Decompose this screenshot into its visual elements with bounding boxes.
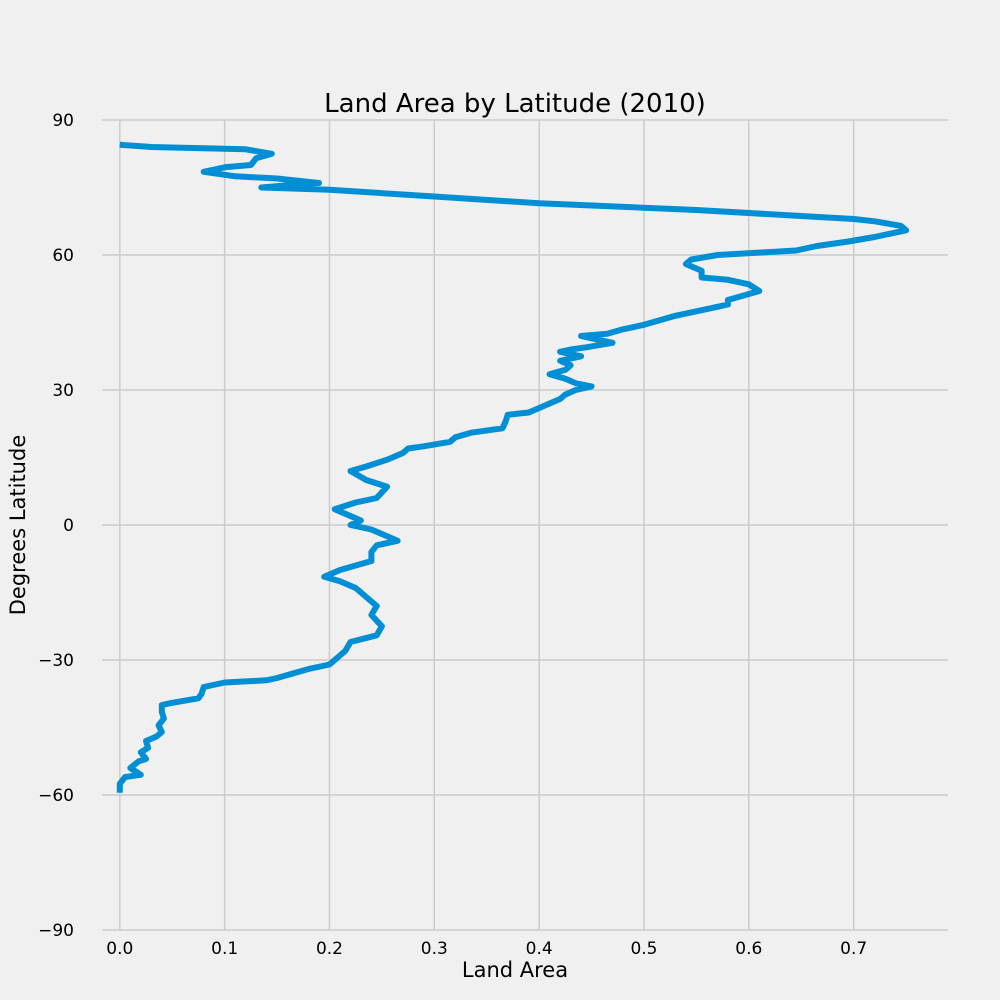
x-tick-label: 0.4 <box>526 939 553 959</box>
grid-layer <box>102 119 948 931</box>
series-layer <box>116 141 910 793</box>
x-tick-label: 0.1 <box>211 939 238 959</box>
x-tick-label: 0.3 <box>421 939 448 959</box>
chart-title: Land Area by Latitude (2010) <box>324 89 706 119</box>
y-tick-label: −90 <box>38 921 74 941</box>
y-tick-label: 90 <box>52 111 74 131</box>
x-tick-label: 0.2 <box>316 939 343 959</box>
x-tick-label: 0.6 <box>735 939 762 959</box>
tick-layer: 0.0 0.1 0.2 0.3 0.4 0.5 0.6 0.7 −90 −60 −30 0 30 60 90 <box>38 111 867 959</box>
x-axis-label: Land Area <box>462 958 568 982</box>
y-tick-label: 0 <box>63 516 74 536</box>
y-tick-label: −60 <box>38 786 74 806</box>
x-tick-label: 0.0 <box>106 939 133 959</box>
series-line <box>116 141 910 793</box>
y-tick-label: 30 <box>52 381 74 401</box>
x-tick-label: 0.5 <box>630 939 657 959</box>
y-tick-label: 60 <box>52 246 74 266</box>
x-tick-label: 0.7 <box>840 939 867 959</box>
y-tick-label: −30 <box>38 651 74 671</box>
y-axis-label: Degrees Latitude <box>6 435 30 615</box>
